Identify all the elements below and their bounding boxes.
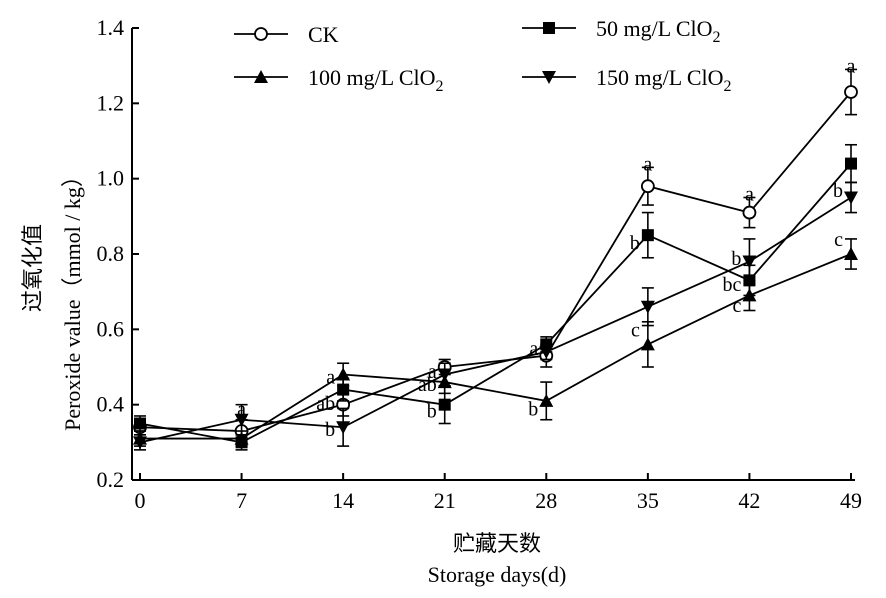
- data-point: [844, 247, 858, 260]
- y-tick-label: 0.6: [97, 316, 125, 341]
- y-axis-title-cn: 过氧化值: [20, 224, 45, 312]
- legend-label: 150 mg/L ClO2: [596, 65, 732, 95]
- series-line: [139, 163, 852, 444]
- data-point: [640, 300, 655, 314]
- legend-label: CK: [308, 22, 339, 47]
- legend-label-subscript: 2: [724, 78, 732, 95]
- x-axis-title-cn: 贮藏天数: [453, 531, 541, 556]
- significance-label: b: [325, 419, 335, 441]
- legend-label: 100 mg/L ClO2: [308, 65, 444, 95]
- data-point: [742, 288, 757, 302]
- significance-label: a: [428, 361, 437, 383]
- legend-label: 50 mg/L ClO2: [596, 16, 721, 46]
- significance-label: a: [643, 154, 652, 176]
- legend-label-subscript: 2: [436, 78, 444, 95]
- data-point: [134, 417, 146, 430]
- data-point: [742, 255, 757, 269]
- x-axis-ticks: 0 7 14 21 28 35 42 49: [135, 473, 862, 513]
- significance-label: a: [237, 398, 246, 420]
- series-3: [133, 181, 858, 451]
- significance-label: ab: [418, 374, 437, 396]
- x-tick-label: 35: [637, 488, 659, 513]
- x-tick-label: 42: [738, 488, 760, 513]
- y-tick-label: 0.4: [97, 392, 125, 417]
- significance-label: b: [528, 398, 538, 420]
- legend-marker: [543, 22, 555, 34]
- legend-item-3: 150 mg/L ClO2: [522, 65, 732, 95]
- significance-label: b: [630, 233, 640, 255]
- legend-item-2: 100 mg/L ClO2: [234, 65, 444, 95]
- y-tick-label: 0.2: [97, 467, 125, 492]
- data-point: [640, 337, 655, 351]
- data-point: [234, 431, 249, 445]
- data-point: [844, 85, 858, 99]
- legend-marker: [254, 70, 268, 83]
- significance-label: a: [847, 56, 856, 78]
- legend-label-subscript: 2: [713, 29, 721, 46]
- data-point: [844, 191, 858, 205]
- x-axis-title-en-main: Storage days: [428, 562, 541, 587]
- legend-item-1: 50 mg/L ClO2: [522, 16, 721, 46]
- series-line: [139, 196, 852, 444]
- x-tick-label: 7: [236, 488, 247, 513]
- legend-item-0: CK: [234, 22, 339, 47]
- y-tick-label: 1.0: [97, 166, 125, 191]
- significance-label: a: [326, 366, 335, 388]
- legend-label-main: 50 mg/L ClO: [596, 16, 713, 41]
- y-tick-label: 0.8: [97, 241, 125, 266]
- y-axis-ticks: 0.2 0.4 0.6 0.8 1.0 1.2 1.4: [97, 15, 139, 492]
- data-point: [742, 205, 757, 220]
- significance-label: b: [731, 248, 741, 270]
- x-tick-label: 14: [332, 488, 354, 513]
- data-point: [539, 393, 554, 407]
- y-tick-label: 1.2: [97, 90, 125, 115]
- data-point: [336, 421, 351, 435]
- x-axis-title-en: Storage days(d): [428, 562, 567, 587]
- legend-label-main: 150 mg/L ClO: [596, 65, 724, 90]
- significance-label: bc: [723, 274, 742, 296]
- legend-label-main: CK: [308, 22, 339, 47]
- data-point: [234, 413, 249, 427]
- data-point: [539, 345, 554, 359]
- data-point: [640, 179, 655, 194]
- x-tick-label: 21: [434, 488, 456, 513]
- data-point: [336, 367, 351, 381]
- significance-label: c: [631, 319, 640, 341]
- legend-marker: [542, 71, 556, 84]
- x-tick-label: 49: [840, 488, 862, 513]
- significance-label: c: [834, 229, 843, 251]
- series-layer: [133, 68, 858, 451]
- x-axis-title-en-unit: (d): [541, 562, 567, 587]
- significance-label: a: [529, 338, 538, 360]
- significance-label: b: [833, 180, 843, 202]
- y-tick-label: 1.4: [97, 15, 125, 40]
- significance-label: c: [733, 295, 742, 317]
- data-point: [133, 436, 147, 450]
- significance-label: ab: [316, 393, 335, 415]
- significance-label: b: [427, 400, 437, 422]
- x-tick-label: 28: [535, 488, 557, 513]
- data-point: [438, 398, 451, 411]
- data-point: [641, 229, 654, 242]
- legend-label-main: 100 mg/L ClO: [308, 65, 436, 90]
- series-line: [140, 253, 852, 440]
- significance-label: a: [745, 184, 754, 206]
- x-tick-label: 0: [135, 488, 146, 513]
- y-axis-title-en: Peroxide value（mmol / kg）: [60, 165, 85, 431]
- data-point: [845, 157, 857, 170]
- data-point: [437, 368, 452, 382]
- series-line: [139, 91, 852, 432]
- legend-marker: [254, 27, 268, 41]
